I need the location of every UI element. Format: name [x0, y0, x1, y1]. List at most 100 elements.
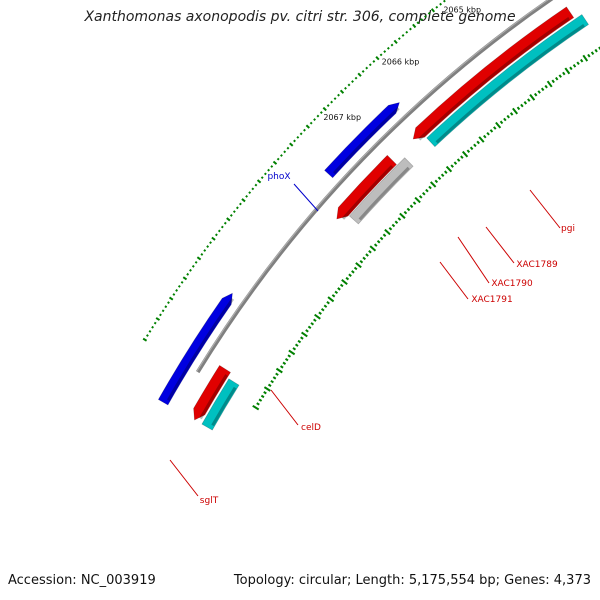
outer-tick: [239, 202, 242, 206]
inner-tick: [434, 179, 439, 184]
cds-left-fwd-2-shade: [332, 107, 400, 175]
outer-tick: [276, 157, 280, 161]
outer-tick: [177, 284, 181, 288]
cds-sglT[interactable]: [336, 154, 397, 220]
rna-left-edge[interactable]: [201, 378, 240, 431]
inner-tick: [369, 245, 377, 252]
outer-tick: [375, 55, 380, 61]
cds-left-fwd-2[interactable]: [324, 102, 400, 179]
gene-label-xac1790[interactable]: XAC1790: [491, 279, 533, 289]
outer-tick: [270, 165, 274, 168]
leader-xac1791: [439, 261, 469, 300]
gene-label-xac1789[interactable]: XAC1789: [516, 260, 558, 270]
inner-tick: [469, 146, 474, 151]
outer-tick: [361, 70, 365, 73]
inner-tick: [275, 367, 283, 374]
gene-label-celd[interactable]: celD: [301, 423, 321, 433]
genome-title: Xanthomonas axonopodis pv. citri str. 30…: [84, 9, 516, 25]
outer-tick: [203, 249, 207, 252]
gene-label-phox[interactable]: phoX: [267, 172, 290, 182]
cds-left-edge[interactable]: [193, 365, 231, 421]
inner-tick: [391, 223, 396, 228]
inner-tick: [301, 331, 308, 338]
backbone-highlight: [196, 0, 549, 372]
inner-tick: [263, 386, 271, 392]
inner-tick: [327, 296, 335, 303]
inner-tick: [551, 79, 555, 84]
outer-tick: [164, 305, 168, 309]
inner-tick: [540, 87, 545, 92]
outer-tick: [186, 272, 190, 276]
outer-tick: [172, 293, 176, 296]
outer-tick: [333, 97, 337, 101]
outer-tick: [405, 30, 409, 34]
outer-tick: [330, 100, 334, 104]
leader-phox: [293, 183, 319, 212]
inner-tick: [284, 357, 289, 362]
inner-tick: [503, 117, 507, 122]
inner-tick: [506, 114, 510, 119]
inner-tick: [406, 207, 411, 212]
outer-tick: [409, 27, 412, 31]
outer-tick: [263, 172, 267, 176]
outer-tick: [309, 121, 313, 125]
outer-tick: [223, 221, 227, 225]
outer-tick: [299, 132, 303, 136]
outer-tick: [235, 206, 239, 210]
inner-tick: [397, 217, 402, 221]
inner-tick: [292, 347, 297, 351]
outer-tick: [372, 60, 376, 63]
kbp-label: 2065 kbp: [443, 6, 481, 15]
inner-tick: [353, 266, 358, 271]
inner-tick: [351, 270, 355, 274]
outer-tick: [175, 289, 178, 292]
gene-label-sglt[interactable]: sglT: [200, 496, 219, 506]
inner-tick: [587, 53, 591, 58]
inner-tick: [512, 107, 519, 115]
outer-tick: [412, 23, 417, 29]
inner-tick: [418, 195, 423, 199]
outer-tick: [319, 111, 323, 114]
cds-celD[interactable]: [412, 6, 575, 140]
inner-tick: [337, 287, 341, 291]
inner-tick: [270, 379, 274, 384]
outer-tick: [194, 260, 198, 264]
outer-tick: [326, 104, 330, 107]
outer-tick: [344, 86, 347, 90]
outer-tick: [442, 0, 446, 3]
outer-tick: [161, 309, 165, 313]
inner-tick: [537, 90, 541, 94]
leader-pgi: [529, 189, 561, 229]
inner-tick: [529, 94, 536, 101]
pseudo-sglT[interactable]: [348, 157, 414, 225]
inner-tick: [384, 228, 391, 236]
outer-tick: [420, 18, 424, 22]
outer-tick: [390, 43, 394, 47]
inner-tick: [272, 376, 277, 380]
cds-sglT-shade: [341, 165, 394, 220]
inner-tick: [252, 404, 260, 411]
outer-tick: [427, 11, 431, 15]
outer-tick: [155, 317, 161, 321]
outer-tick: [354, 76, 358, 80]
inner-tick: [341, 279, 348, 286]
outer-tick: [182, 276, 188, 281]
gene-label-pgi[interactable]: pgi: [561, 224, 575, 234]
cds-left-fwd[interactable]: [157, 292, 233, 406]
outer-tick: [365, 66, 369, 70]
outer-tick: [142, 337, 148, 342]
outer-tick: [283, 150, 287, 154]
genome-backbone: [195, 0, 554, 374]
rna-celD[interactable]: [426, 14, 589, 148]
outer-tick: [215, 233, 218, 237]
gene-label-xac1791[interactable]: XAC1791: [471, 295, 512, 305]
inner-tick: [493, 126, 497, 130]
outer-tick: [146, 334, 149, 337]
outer-tick: [159, 313, 162, 317]
inner-tick: [516, 106, 521, 111]
inner-tick: [558, 74, 562, 78]
inner-tick: [318, 311, 322, 315]
inner-tick: [460, 155, 464, 159]
